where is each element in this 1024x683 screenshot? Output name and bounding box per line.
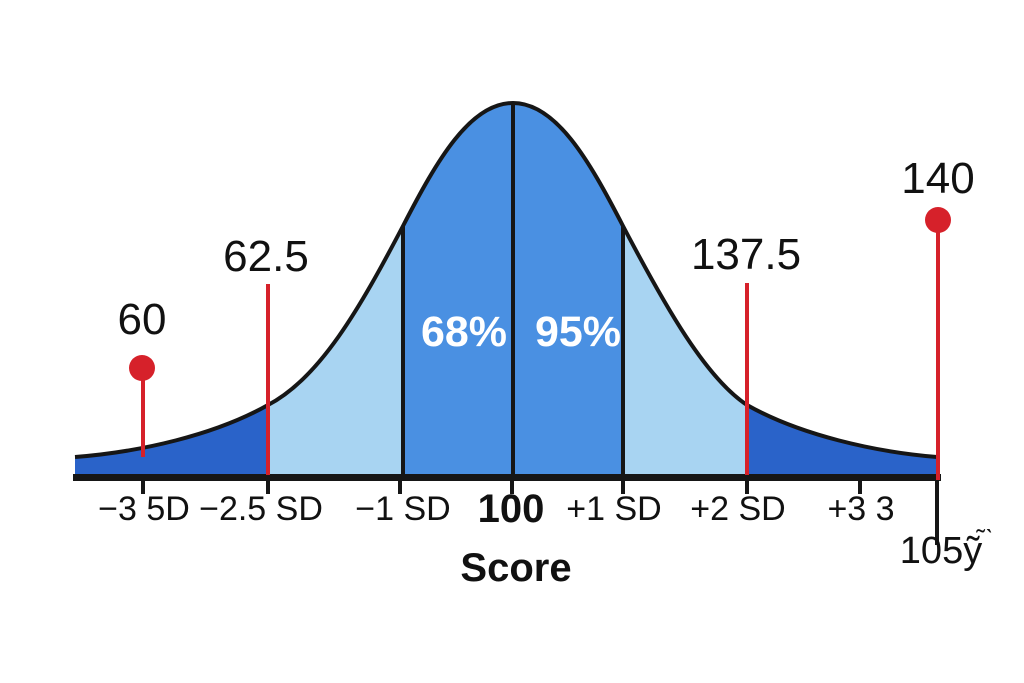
below-axis-label-105: 105ỹ [900, 530, 982, 572]
marker-label-140: 140 [901, 154, 974, 203]
x-axis-line [73, 474, 941, 481]
below-axis-stray-marks: ˜ˋ [975, 524, 993, 554]
tick-plus-1sd [621, 481, 625, 494]
tick-minus-3sd [141, 481, 145, 494]
marker-line-62-5 [266, 284, 270, 475]
tick-minus-1sd [398, 481, 402, 494]
marker-label-60: 60 [118, 295, 167, 344]
tick-plus-2sd [745, 481, 749, 494]
marker-pin-dot-60 [129, 355, 155, 381]
band-left-outer [268, 103, 403, 478]
x-axis-ticks [141, 481, 939, 545]
tick-right-edge-long [935, 481, 939, 545]
band-left-tail [75, 103, 268, 478]
tick-plus-3sd [858, 481, 862, 494]
x-tick-label-plus-1sd: +1 SD [566, 490, 661, 528]
x-tick-label-minus-3sd: −3 5D [98, 490, 190, 528]
tick-minus-2-5sd [266, 481, 270, 494]
x-axis-title: Score [460, 546, 571, 590]
marker-label-137-5: 137.5 [691, 230, 801, 279]
shaded-bands [75, 103, 937, 478]
region-label-68pct: 68% [421, 308, 507, 356]
x-tick-label-minus-2-5sd: −2.5 SD [199, 490, 323, 528]
mean-line [511, 105, 515, 475]
marker-line-137-5 [745, 283, 749, 475]
band-right-outer [623, 103, 747, 478]
minus-1sd-line [401, 226, 405, 475]
tick-mean [510, 481, 514, 494]
x-tick-label-minus-1sd: −1 SD [355, 490, 450, 528]
band-right-tail [747, 103, 937, 478]
x-tick-label-plus-2sd: +2 SD [690, 490, 785, 528]
region-label-95pct: 95% [535, 308, 621, 356]
x-tick-label-mean-100: 100 [478, 487, 545, 531]
plus-1sd-line [621, 226, 625, 475]
marker-label-62-5: 62.5 [223, 232, 309, 281]
x-tick-label-plus-3sd: +3 3 [827, 490, 894, 528]
marker-pin-line-140 [936, 228, 940, 480]
marker-pin-dot-140 [925, 207, 951, 233]
red-markers [129, 207, 951, 480]
marker-pin-line-60 [141, 372, 145, 457]
